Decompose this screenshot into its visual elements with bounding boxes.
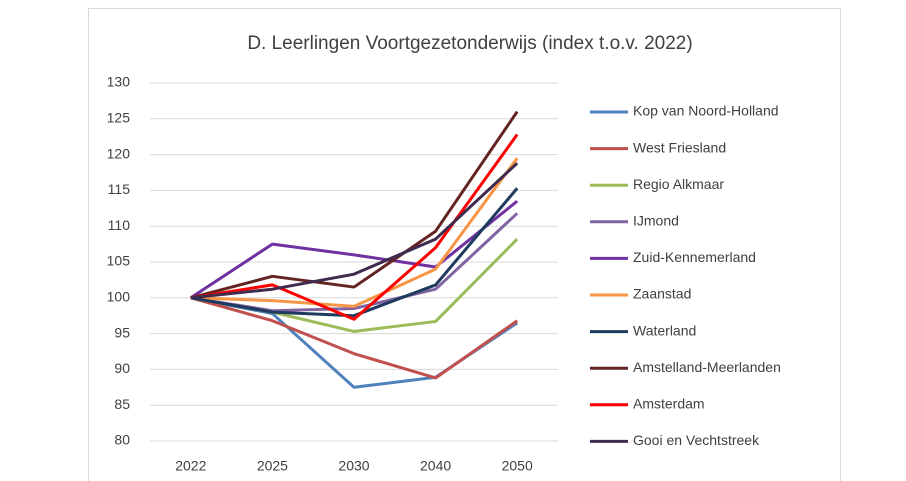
series-line	[190, 110, 519, 300]
series-line	[189, 199, 519, 300]
y-tick-label: 100	[107, 289, 131, 305]
legend-label: Waterland	[633, 322, 696, 338]
x-tick-label: 2040	[420, 458, 451, 474]
y-tick-label: 130	[107, 74, 131, 90]
y-tick-label: 105	[107, 253, 131, 269]
legend-label: IJmond	[633, 213, 679, 229]
series-line	[190, 133, 519, 321]
x-tick-label: 2050	[502, 458, 533, 474]
legend-label: Amstelland-Meerlanden	[633, 359, 781, 375]
y-tick-label: 120	[107, 145, 131, 161]
legend-label: Zaanstad	[633, 286, 691, 302]
legend-label: Kop van Noord-Holland	[633, 103, 779, 119]
y-tick-label: 115	[108, 181, 131, 197]
series-line	[190, 296, 519, 380]
x-tick-label: 2022	[175, 458, 206, 474]
legend-label: Regio Alkmaar	[633, 176, 724, 192]
series-line	[190, 157, 519, 308]
y-tick-label: 90	[114, 360, 130, 376]
y-tick-label: 80	[114, 432, 130, 448]
y-tick-label: 110	[108, 217, 131, 233]
y-tick-label: 125	[107, 110, 131, 126]
legend-label: Amsterdam	[633, 396, 705, 412]
series-line	[190, 187, 519, 318]
chart-title: D. Leerlingen Voortgezetonderwijs (index…	[247, 33, 692, 54]
y-tick-label: 85	[114, 396, 130, 412]
x-tick-label: 2030	[338, 458, 369, 474]
legend-label: West Friesland	[633, 139, 726, 155]
y-tick-label: 95	[114, 324, 130, 340]
series-line	[190, 162, 519, 300]
x-tick-label: 2025	[257, 458, 288, 474]
legend-label: Zuid-Kennemerland	[633, 249, 756, 265]
legend-label: Gooi en Vechtstreek	[633, 432, 760, 448]
